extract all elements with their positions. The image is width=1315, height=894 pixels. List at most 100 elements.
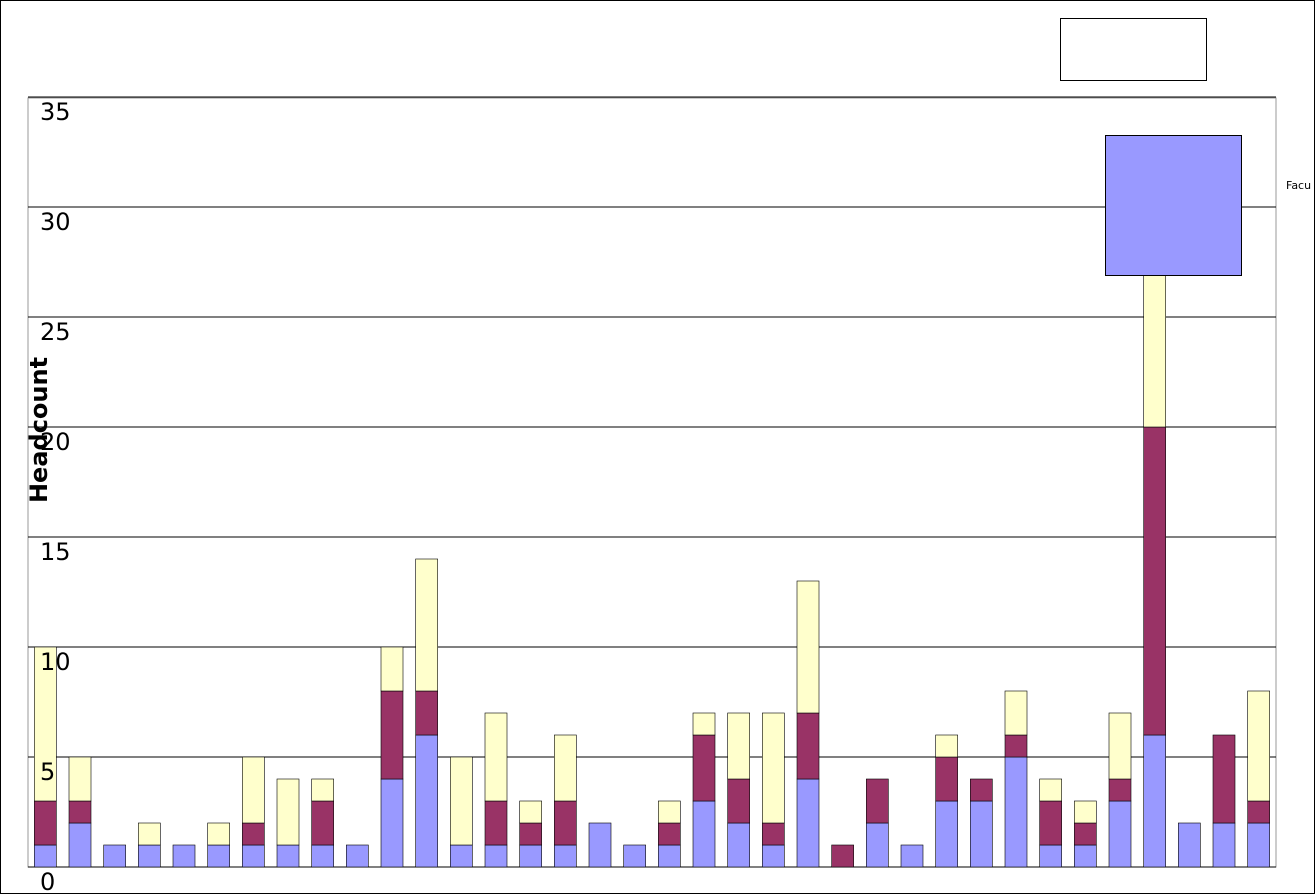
bar-segment (1108, 712, 1132, 780)
y-tick-label: 10 (40, 648, 71, 676)
bar-segment (554, 800, 577, 846)
bar-segment (692, 734, 716, 802)
y-tick-label: 35 (40, 98, 71, 126)
bar-segment (242, 844, 265, 868)
bar-segment (588, 822, 612, 868)
bar-segment (311, 800, 334, 846)
bar-segment (796, 580, 820, 714)
bar-segment (34, 800, 57, 846)
bar-segment (207, 844, 230, 868)
bar-segment (415, 558, 438, 692)
bar-segment (346, 844, 369, 868)
bar-segment (276, 778, 300, 846)
bar-segment (796, 778, 820, 868)
bar-segment (866, 778, 889, 824)
bar-segment (1143, 272, 1166, 428)
bar-segment (380, 778, 404, 868)
bar-segment (935, 800, 958, 868)
bar-segment (242, 756, 265, 824)
bar-segment (415, 734, 438, 868)
bar-segment (207, 822, 230, 846)
bar-segment (519, 844, 542, 868)
y-tick-label: 0 (40, 868, 55, 894)
bar-segment (138, 844, 161, 868)
bar-segment (484, 844, 508, 868)
bar-segment (935, 734, 958, 758)
bar-segment (1004, 756, 1028, 868)
bar-segment (692, 800, 716, 868)
bar-segment (900, 844, 924, 868)
bar-segment (484, 712, 508, 802)
bar-segment (623, 844, 646, 868)
bar-segment (519, 822, 542, 846)
bar-segment (796, 712, 820, 780)
bar-segment (1108, 778, 1132, 802)
bar-segment (103, 844, 126, 868)
bar-segment (658, 800, 681, 824)
bar-segment (138, 822, 161, 846)
bar-segment (1039, 844, 1062, 868)
bar-segment (1247, 690, 1270, 802)
bar-segment (1039, 800, 1062, 846)
y-tick-label: 25 (40, 318, 71, 346)
bar-segment (519, 800, 542, 824)
y-tick-label: 30 (40, 208, 71, 236)
bar-segment (1212, 822, 1236, 868)
plot-area (27, 97, 1277, 868)
bar-segment (1004, 690, 1028, 736)
bar-segment (554, 844, 577, 868)
bar-segment (1039, 778, 1062, 802)
legend-box (1060, 18, 1207, 81)
bar-segment (1247, 822, 1270, 868)
bar-segment (762, 712, 785, 824)
bar-segment (1074, 822, 1097, 846)
legend-label: Facu (1286, 179, 1311, 192)
bar-segment (1178, 822, 1201, 868)
y-tick-label: 5 (40, 758, 55, 786)
bar-segment (1074, 844, 1097, 868)
bar-segment (831, 844, 854, 868)
bar-segment (727, 712, 750, 780)
bar-segment (450, 756, 473, 846)
bar-segment (311, 778, 334, 802)
y-tick-label: 15 (40, 538, 71, 566)
y-axis-label: Headcount (25, 357, 53, 503)
bar-segment (380, 646, 404, 692)
bar-segment (242, 822, 265, 846)
bar-segment (1247, 800, 1270, 824)
bar-segment (554, 734, 577, 802)
bar-segment (970, 778, 993, 802)
bar-segment (1074, 800, 1097, 824)
bar-segment (762, 822, 785, 846)
bar-segment (1143, 426, 1166, 736)
bar-segment (727, 778, 750, 824)
bar-segment (762, 844, 785, 868)
bar-segment (311, 844, 334, 868)
bar-segment (34, 646, 57, 802)
plot (28, 96, 1276, 868)
bar-segment (172, 844, 196, 868)
bar-segment (1004, 734, 1028, 758)
bar-segment (727, 822, 750, 868)
bar-segment (658, 822, 681, 846)
bar-segment (484, 800, 508, 846)
bar-segment (68, 756, 92, 802)
bar-segment (450, 844, 473, 868)
bar-segment (970, 800, 993, 868)
bar-segment (415, 690, 438, 736)
bar-segment (34, 844, 57, 868)
bar-segment (1108, 800, 1132, 868)
bar-segment (1143, 734, 1166, 868)
legend-swatch (1105, 135, 1242, 276)
bar-segment (935, 756, 958, 802)
y-tick-label: 20 (40, 428, 71, 456)
bar-segment (68, 800, 92, 824)
bar-segment (380, 690, 404, 780)
bar-segment (68, 822, 92, 868)
bar-segment (276, 844, 300, 868)
bar-segment (692, 712, 716, 736)
bar-segment (866, 822, 889, 868)
bar-segment (658, 844, 681, 868)
bar-segment (1212, 734, 1236, 824)
